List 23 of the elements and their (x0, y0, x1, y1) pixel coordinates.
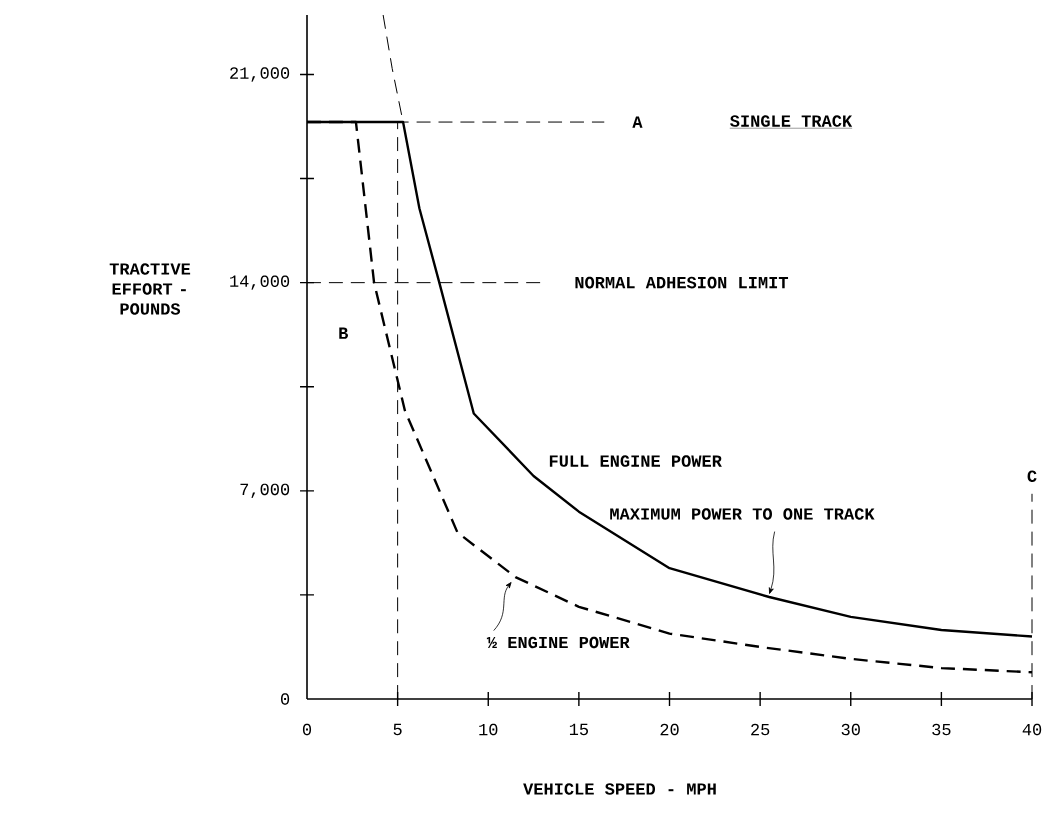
annotation: MAXIMUM POWER TO ONE TRACK (610, 508, 875, 520)
x-tick-label: 10 (479, 723, 498, 736)
ref-line-label: B (339, 327, 348, 339)
x-tick-label: 25 (751, 723, 770, 736)
x-tick-label: 15 (569, 723, 588, 736)
ref-line-label: NORMAL ADHESION LIMIT (575, 276, 789, 289)
y-tick-label: 21,000 (230, 67, 290, 82)
x-tick-label: 35 (932, 723, 951, 736)
ref-line-label: C (1027, 470, 1037, 482)
x-tick-label: 20 (660, 723, 679, 736)
series-label: ½ ENGINE POWER (486, 636, 630, 649)
x-tick-label: 30 (841, 723, 860, 736)
x-axis-title: VEHICLE SPEED - MPH (523, 783, 716, 795)
x-tick-label: 40 (1022, 723, 1042, 736)
x-tick-label: 0 (302, 723, 312, 736)
ref-line-label: A (632, 116, 643, 128)
y-tick-label: 14,000 (230, 275, 290, 290)
y-tick-label: 0 (281, 693, 290, 705)
annotation: SINGLE TRACK (730, 115, 853, 127)
y-tick-label: 7,000 (240, 483, 290, 499)
y-axis-title: TRACTIVE EFFORT - POUNDS (109, 263, 191, 315)
x-tick-label: 5 (393, 723, 402, 736)
series-label: FULL ENGINE POWER (549, 455, 722, 467)
